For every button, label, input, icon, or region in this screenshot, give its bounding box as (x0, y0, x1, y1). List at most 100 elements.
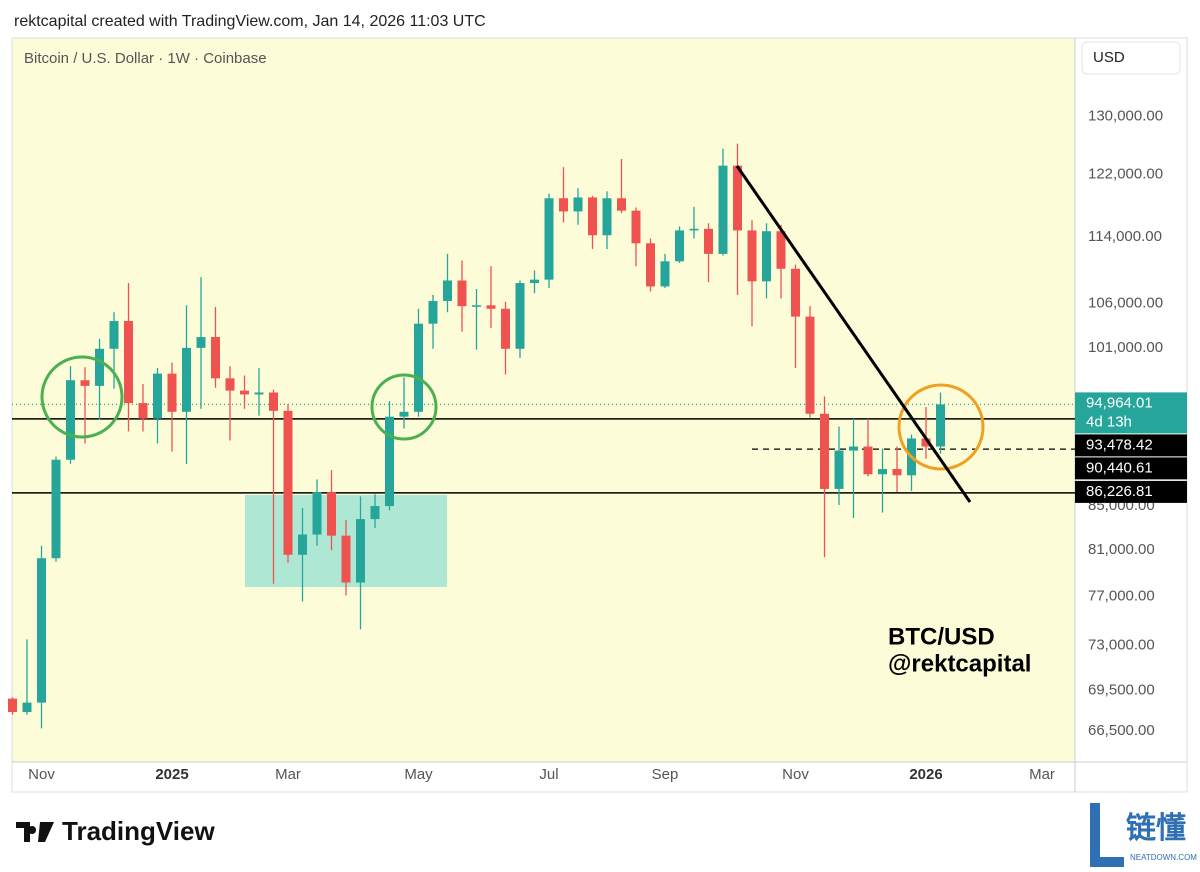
annotation: BTC/USD (888, 623, 995, 650)
candle-body (80, 380, 90, 386)
x-tick-label: Jul (539, 766, 558, 783)
annotation: @rektcapital (888, 650, 1031, 677)
price-label-box (1075, 480, 1187, 503)
candle-body (414, 323, 423, 412)
x-tick-label: Mar (1029, 766, 1055, 783)
logo-icon (16, 822, 54, 842)
candle-body (486, 305, 496, 309)
y-tick-label: 106,000.00 (1088, 295, 1163, 312)
candle-body (312, 492, 322, 535)
x-tick-label: Sep (652, 766, 679, 783)
watermark: 链懂 NEATDOWN.COM (1090, 803, 1197, 867)
candle-body (225, 378, 235, 391)
symbol-title: Bitcoin / U.S. Dollar · 1W · Coinbase (24, 50, 267, 67)
candle-body (341, 535, 351, 583)
candle-body (385, 416, 394, 507)
candle-body (95, 348, 104, 386)
candle-body (399, 411, 409, 417)
candle-body (559, 198, 568, 212)
candle-body (182, 347, 191, 412)
candle-body (863, 446, 873, 475)
candle-body (921, 438, 931, 447)
candle-body (356, 519, 365, 583)
currency[interactable]: USD (1093, 49, 1125, 66)
y-tick-label: 69,500.00 (1088, 682, 1155, 699)
price-label-box (1075, 392, 1187, 434)
price-countdown: 4d 13h (1086, 413, 1132, 430)
highlight-circle (370, 373, 438, 441)
candle-body (820, 413, 829, 489)
y-tick-label: 130,000.00 (1088, 107, 1163, 124)
candle-body (675, 230, 684, 262)
candle-body (936, 404, 945, 447)
candle-body (428, 300, 438, 324)
candle-body (327, 492, 336, 536)
candle-body (762, 231, 771, 282)
price-label: 93,478.42 (1086, 436, 1153, 453)
x-tick-label: May (404, 766, 433, 783)
y-tick-label: 77,000.00 (1088, 588, 1155, 605)
price-label: 90,440.61 (1086, 459, 1153, 476)
candle-body (544, 198, 554, 280)
candle-body (472, 305, 481, 307)
currency-button[interactable] (1081, 41, 1181, 75)
candle-body (269, 392, 278, 411)
x-tick-label: 2026 (909, 766, 942, 783)
candle-body (167, 373, 177, 412)
candle-body (776, 231, 786, 269)
candle-body (196, 337, 206, 348)
y-tick-label: 73,000.00 (1088, 637, 1155, 654)
x-tick-label: 2025 (155, 766, 188, 783)
candle-body (515, 283, 525, 349)
candle-body (747, 230, 757, 282)
x-tick-label: Nov (28, 766, 55, 783)
candle-body (602, 198, 612, 236)
candle-body (298, 534, 307, 555)
price-label: 94,964.01 (1086, 394, 1153, 411)
candle-body (370, 506, 380, 520)
candle-body (66, 380, 75, 460)
candle-body (849, 446, 858, 451)
candle-body (689, 228, 699, 231)
y-tick-label: 101,000.00 (1088, 339, 1163, 356)
candle-body (631, 210, 641, 244)
candle-body (501, 308, 510, 349)
candle-body (573, 197, 583, 212)
candle-body (254, 392, 264, 395)
candle-body (660, 261, 670, 287)
candle-body (588, 197, 597, 236)
candle-body (153, 373, 162, 419)
candle-body (805, 316, 815, 414)
x-tick-label: Nov (782, 766, 809, 783)
x-tick-label: Mar (275, 766, 301, 783)
candle-body (718, 165, 728, 254)
candle-body (834, 450, 844, 489)
price-label-box (1075, 457, 1187, 480)
watermark-name: 链懂 (1126, 811, 1186, 845)
highlight-circle (897, 383, 985, 471)
candle-body (240, 390, 249, 395)
candle-body (51, 459, 61, 559)
candle-body (37, 558, 46, 703)
brand: TradingView (62, 816, 215, 846)
candle-body (443, 280, 452, 301)
candle-body (109, 321, 119, 349)
candle-body (791, 268, 800, 317)
candle-body (138, 403, 148, 419)
candle-body (878, 469, 887, 475)
highlight-circle (40, 355, 124, 439)
header: rektcapital created with TradingView.com… (14, 13, 486, 30)
watermark-site: NEATDOWN.COM (1130, 853, 1197, 862)
candle-body (646, 243, 655, 287)
candle-body (530, 279, 539, 284)
y-tick-label: 114,000.00 (1088, 228, 1162, 245)
watermark-icon (1090, 803, 1124, 867)
candle-body (704, 228, 713, 254)
candle-body (617, 198, 626, 211)
candle-body (124, 321, 133, 404)
candle-body (211, 337, 220, 379)
tradingview-logo: TradingView (16, 816, 215, 846)
candle-body (892, 469, 902, 476)
